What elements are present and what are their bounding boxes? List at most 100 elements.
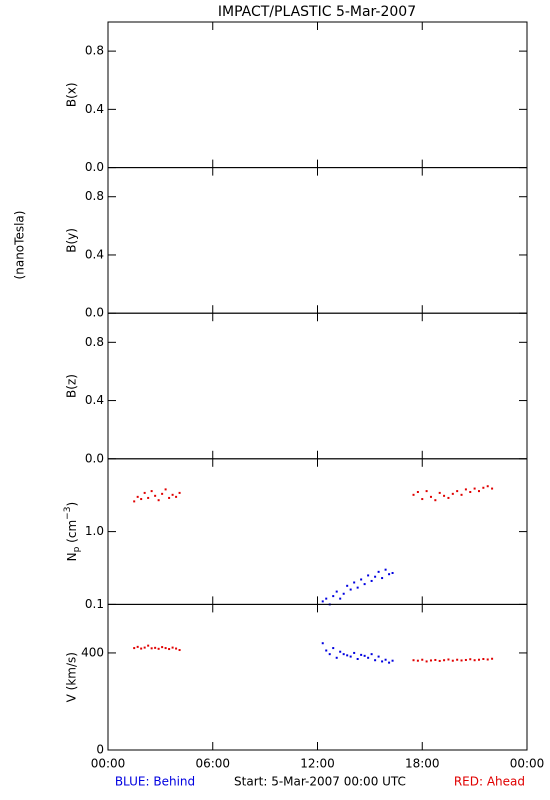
data-point — [349, 655, 352, 658]
unit-label: (nanoTesla) — [13, 211, 27, 280]
data-point — [363, 654, 366, 657]
data-point — [157, 647, 160, 650]
data-point — [425, 490, 428, 493]
data-point — [328, 653, 331, 656]
data-point — [143, 491, 146, 494]
data-point — [469, 658, 472, 661]
data-point — [412, 659, 415, 662]
data-point — [447, 496, 450, 499]
data-point — [154, 646, 157, 649]
data-point — [391, 571, 394, 574]
data-point — [168, 496, 171, 499]
data-point — [136, 645, 139, 648]
data-point — [464, 658, 467, 661]
data-point — [434, 658, 437, 661]
data-point — [460, 493, 463, 496]
data-point — [136, 495, 139, 498]
data-point — [342, 653, 345, 656]
data-point — [332, 647, 335, 650]
data-point — [473, 659, 476, 662]
y-tick-label: 0.8 — [85, 335, 104, 349]
data-point — [456, 658, 459, 661]
data-point — [164, 488, 167, 491]
data-point — [412, 493, 415, 496]
data-point — [429, 659, 432, 662]
data-point — [150, 647, 153, 650]
y-tick-label: 1.0 — [85, 524, 104, 538]
y-axis-label: B(y) — [65, 228, 79, 253]
chart-title: IMPACT/PLASTIC 5-Mar-2007 — [218, 4, 416, 20]
data-point — [321, 600, 324, 603]
data-point — [171, 493, 174, 496]
data-point — [140, 647, 143, 650]
y-axis-label-part: ) — [65, 502, 79, 507]
data-point — [335, 590, 338, 593]
legend-behind: BLUE: Behind — [115, 775, 195, 789]
data-point — [443, 659, 446, 662]
data-point — [482, 658, 485, 660]
data-point — [360, 578, 363, 581]
data-point — [438, 491, 441, 494]
data-point — [425, 660, 428, 663]
data-point — [353, 581, 356, 584]
y-tick-label: 0.0 — [85, 451, 104, 465]
data-point — [456, 490, 459, 493]
data-point — [438, 659, 441, 662]
data-point — [140, 498, 143, 501]
x-tick-label: 00:00 — [510, 757, 545, 771]
data-point — [370, 579, 373, 582]
data-point — [346, 584, 349, 587]
data-point — [477, 658, 480, 661]
data-point — [491, 487, 494, 490]
data-point — [175, 495, 178, 498]
data-point — [469, 490, 472, 493]
data-point — [443, 494, 446, 497]
y-tick-label: 0.0 — [85, 306, 104, 320]
data-point — [178, 649, 181, 652]
data-point — [477, 490, 480, 493]
data-point — [349, 588, 352, 591]
data-point — [367, 574, 370, 577]
data-point — [388, 661, 391, 664]
data-point — [346, 654, 349, 657]
data-point — [360, 653, 363, 656]
data-point — [374, 575, 377, 578]
data-point — [164, 647, 167, 650]
data-point — [171, 646, 174, 649]
data-point — [421, 658, 424, 661]
data-point — [325, 597, 328, 600]
data-point — [377, 570, 380, 573]
x-tick-label: 00:00 — [91, 757, 126, 771]
data-point — [391, 659, 394, 662]
y-tick-label: 0.0 — [85, 160, 104, 174]
data-point — [447, 658, 450, 661]
data-point — [473, 487, 476, 490]
data-point — [161, 492, 164, 495]
data-point — [321, 642, 324, 645]
data-point — [147, 644, 150, 647]
data-point — [175, 647, 178, 650]
data-point — [133, 647, 136, 650]
y-tick-label: 0.1 — [85, 597, 104, 611]
data-point — [381, 660, 384, 663]
data-point — [384, 568, 387, 571]
y-tick-label: 0.8 — [85, 44, 104, 58]
start-label: Start: 5-Mar-2007 00:00 UTC — [234, 775, 406, 789]
data-point — [150, 490, 153, 493]
data-point — [434, 499, 437, 502]
y-axis-label: B(x) — [65, 82, 79, 107]
data-point — [335, 656, 338, 659]
data-point — [384, 658, 387, 661]
data-point — [451, 492, 454, 495]
data-point — [486, 658, 489, 661]
y-tick-label: 0 — [96, 743, 104, 757]
data-point — [464, 488, 467, 491]
y-tick-label: 0.8 — [85, 189, 104, 203]
y-axis-label-part: −3 — [63, 507, 73, 520]
data-point — [178, 491, 181, 494]
y-tick-label: 0.4 — [85, 102, 104, 116]
data-point — [370, 653, 373, 656]
data-point — [356, 658, 359, 660]
